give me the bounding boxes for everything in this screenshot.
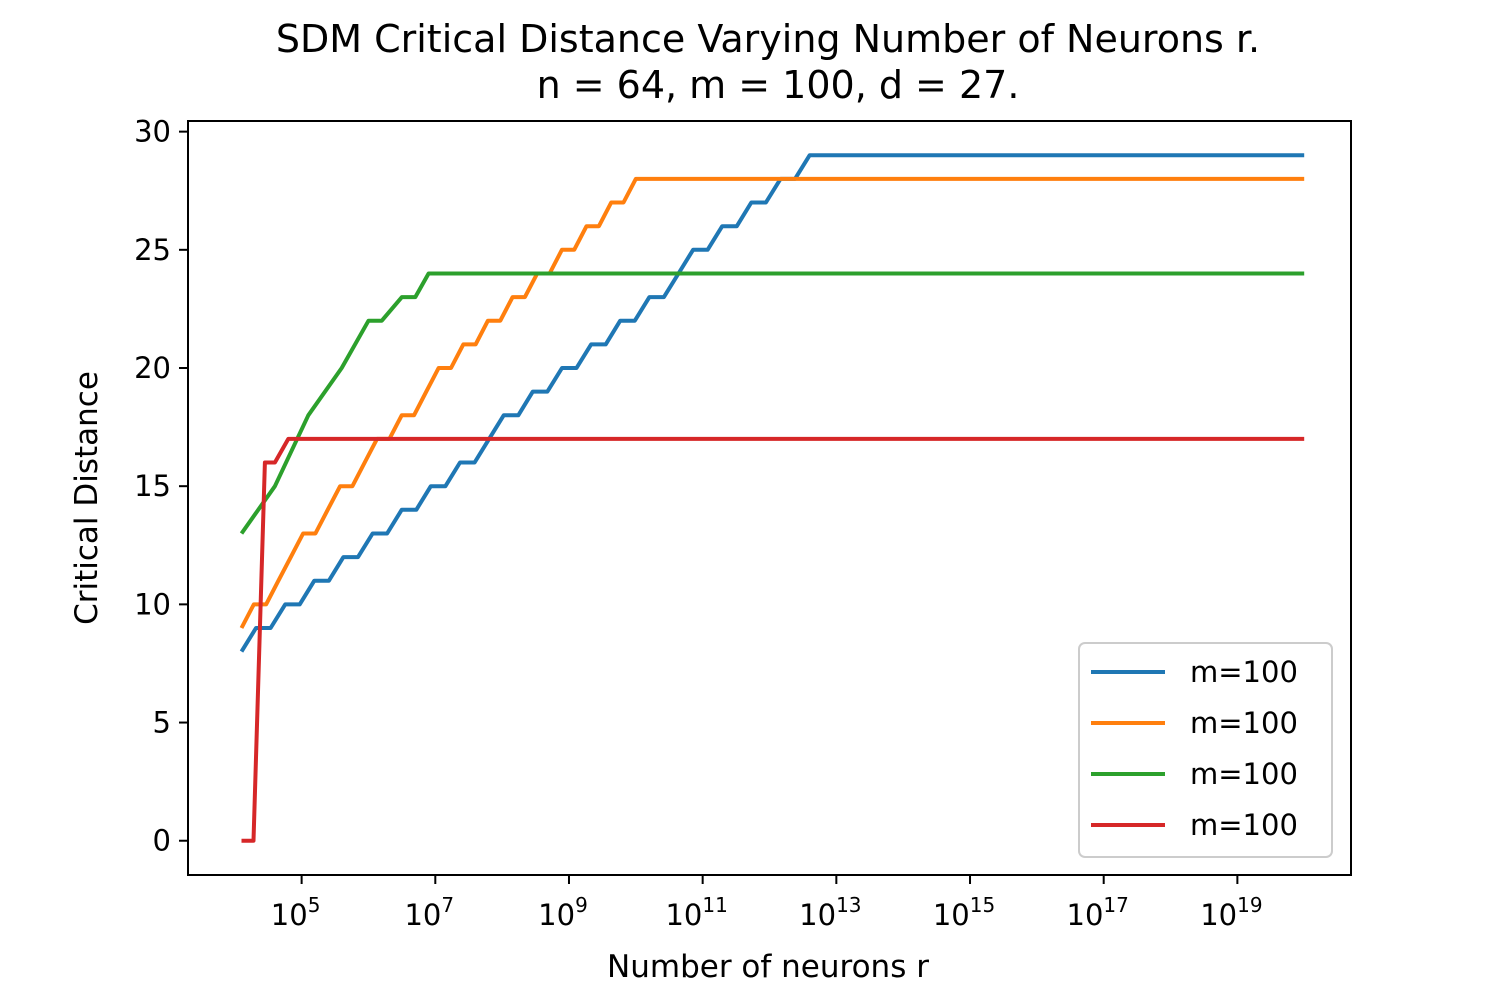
legend-label: m=100 xyxy=(1190,808,1298,842)
series-line-4 xyxy=(241,436,1305,843)
chart-title: SDM Critical Distance Varying Number of … xyxy=(276,17,1260,61)
legend-box xyxy=(1078,642,1333,858)
y-tick-label: 10 xyxy=(134,587,171,621)
y-axis: 0 5 10 15 20 25 30 xyxy=(134,115,188,858)
series-line-1 xyxy=(239,153,1305,653)
x-tick-label: 1019 xyxy=(1200,893,1262,932)
x-tick-label: 105 xyxy=(271,893,321,932)
y-tick-label: 25 xyxy=(134,233,171,267)
y-axis-label: Critical Distance xyxy=(69,371,105,625)
legend: m=100 m=100 m=100 m=100 xyxy=(1078,642,1333,858)
x-tick-label: 109 xyxy=(538,893,588,932)
x-tick-label: 1015 xyxy=(933,893,995,932)
y-tick-label: 30 xyxy=(134,115,171,149)
x-axis: 105 107 109 1011 1013 1015 1017 1019 xyxy=(271,875,1263,932)
y-tick-label: 20 xyxy=(134,351,171,385)
x-tick-label: 1011 xyxy=(665,893,727,932)
chart-subtitle: n = 64, m = 100, d = 27. xyxy=(537,63,1020,107)
title-group: SDM Critical Distance Varying Number of … xyxy=(276,17,1260,107)
y-tick-label: 5 xyxy=(153,706,171,740)
x-tick-label: 1017 xyxy=(1067,893,1129,932)
y-tick-label: 15 xyxy=(134,469,171,503)
x-tick-label: 1013 xyxy=(799,893,861,932)
plot-frame xyxy=(187,120,1352,876)
series-line-3 xyxy=(239,271,1305,535)
legend-label: m=100 xyxy=(1190,706,1298,740)
series-line-2 xyxy=(239,176,1305,629)
series-layer xyxy=(239,153,1305,843)
y-tick-label: 0 xyxy=(153,824,171,858)
legend-label: m=100 xyxy=(1190,655,1298,689)
x-tick-label: 107 xyxy=(404,893,454,932)
legend-label: m=100 xyxy=(1190,757,1298,791)
x-axis-label: Number of neurons r xyxy=(607,949,929,985)
